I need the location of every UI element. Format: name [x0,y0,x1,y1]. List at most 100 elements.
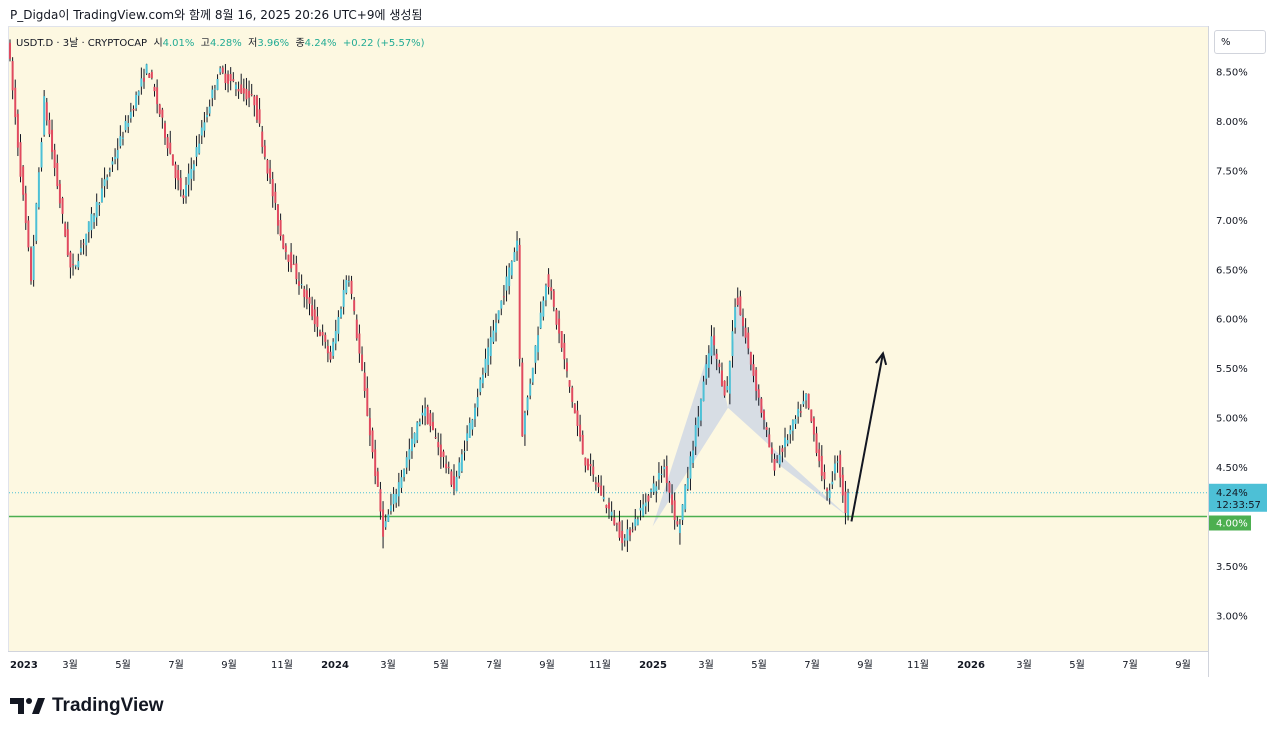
candle-body [463,451,466,453]
candle-body [342,289,345,307]
candle-body [579,424,582,437]
candle-body [135,94,138,109]
support-price-tag [1209,515,1251,531]
candle-body [40,142,43,168]
candle-body [321,331,324,336]
time-tick-label: 5월 [1069,659,1085,671]
candle-body [64,223,67,237]
time-tick-label: 3월 [62,659,78,671]
candle-body [261,131,264,147]
candle-body [484,358,487,373]
candle-body [686,478,689,490]
candle-body [145,64,148,74]
time-tick-label: 7월 [1122,659,1138,671]
candle-body [552,290,555,307]
candle-body [413,433,416,444]
candle-body [797,408,800,417]
candle-body [363,372,366,391]
candle-body [594,482,597,485]
time-tick-label: 2025 [639,660,667,671]
candle-body [319,331,322,337]
candle-body [799,411,802,413]
candle-body [784,437,787,447]
candle-body [119,136,122,147]
candle-body [615,523,618,525]
candle-body [37,172,40,208]
candle-body [544,285,547,301]
candle-body [206,114,209,118]
candle-body [35,203,38,241]
candle-body [153,86,156,92]
candle-body [276,204,279,226]
candle-body [313,309,316,325]
candle-body [22,166,25,195]
time-tick-label: 9월 [857,659,873,671]
candle-body [747,332,750,349]
candle-body [673,500,676,521]
tradingview-logo-icon [10,698,45,714]
candle-body [526,397,529,411]
candle-body [100,188,103,203]
candle-body [707,353,710,368]
candle-body [392,493,395,505]
candle-body [169,142,172,154]
candle-body [361,354,364,370]
candle-body [789,429,792,435]
candle-body [655,486,658,492]
candle-body [634,518,637,527]
candle-body [164,123,167,138]
candle-body [597,482,600,488]
candle-body [791,420,794,431]
candle-body [316,316,319,327]
time-axis[interactable] [8,651,1208,677]
candle-body [27,220,30,248]
candle-body [366,388,369,416]
candle-body [32,246,35,281]
candle-body [224,73,227,84]
tradingview-logo[interactable]: TradingView [10,695,164,717]
candle-body [179,177,182,190]
candle-body [831,481,834,485]
candle-body [439,444,442,458]
candle-body [424,408,427,417]
candle-body [452,476,455,489]
unit-select-button[interactable]: % [1214,30,1266,54]
candle-body [749,352,752,365]
candle-body [497,310,500,320]
candle-body [565,362,568,372]
candle-body [773,459,776,471]
symbol-name: USDT.D · 3날 · CRYPTOCAP [16,38,148,49]
candle-body [665,465,668,483]
candle-body [765,427,768,431]
candle-body [19,142,22,177]
candle-body [710,336,713,356]
candle-body [187,173,190,185]
candle-body [127,123,130,127]
candle-body [487,347,490,365]
price-axis[interactable] [1208,26,1270,677]
candle-body [269,168,272,178]
candle-body [108,170,111,172]
candle-body [663,466,666,470]
candle-body [132,108,135,111]
candle-body [731,331,734,357]
candle-body [171,154,174,166]
candle-body [671,494,674,505]
candle-body [124,120,127,131]
candle-body [177,170,180,181]
candle-body [355,319,358,339]
candle-body [174,164,177,179]
candle-body [418,421,421,425]
candle-body [61,198,64,214]
candle-body [429,413,432,427]
candle-body [500,300,503,309]
candle-body [573,404,576,414]
candle-body [431,421,434,431]
candle-body [161,109,164,118]
candle-body [468,422,471,438]
candle-body [560,331,563,348]
candle-body [636,519,639,525]
time-tick-label: 9월 [221,659,237,671]
candle-body [657,472,660,480]
candle-body [337,317,340,334]
